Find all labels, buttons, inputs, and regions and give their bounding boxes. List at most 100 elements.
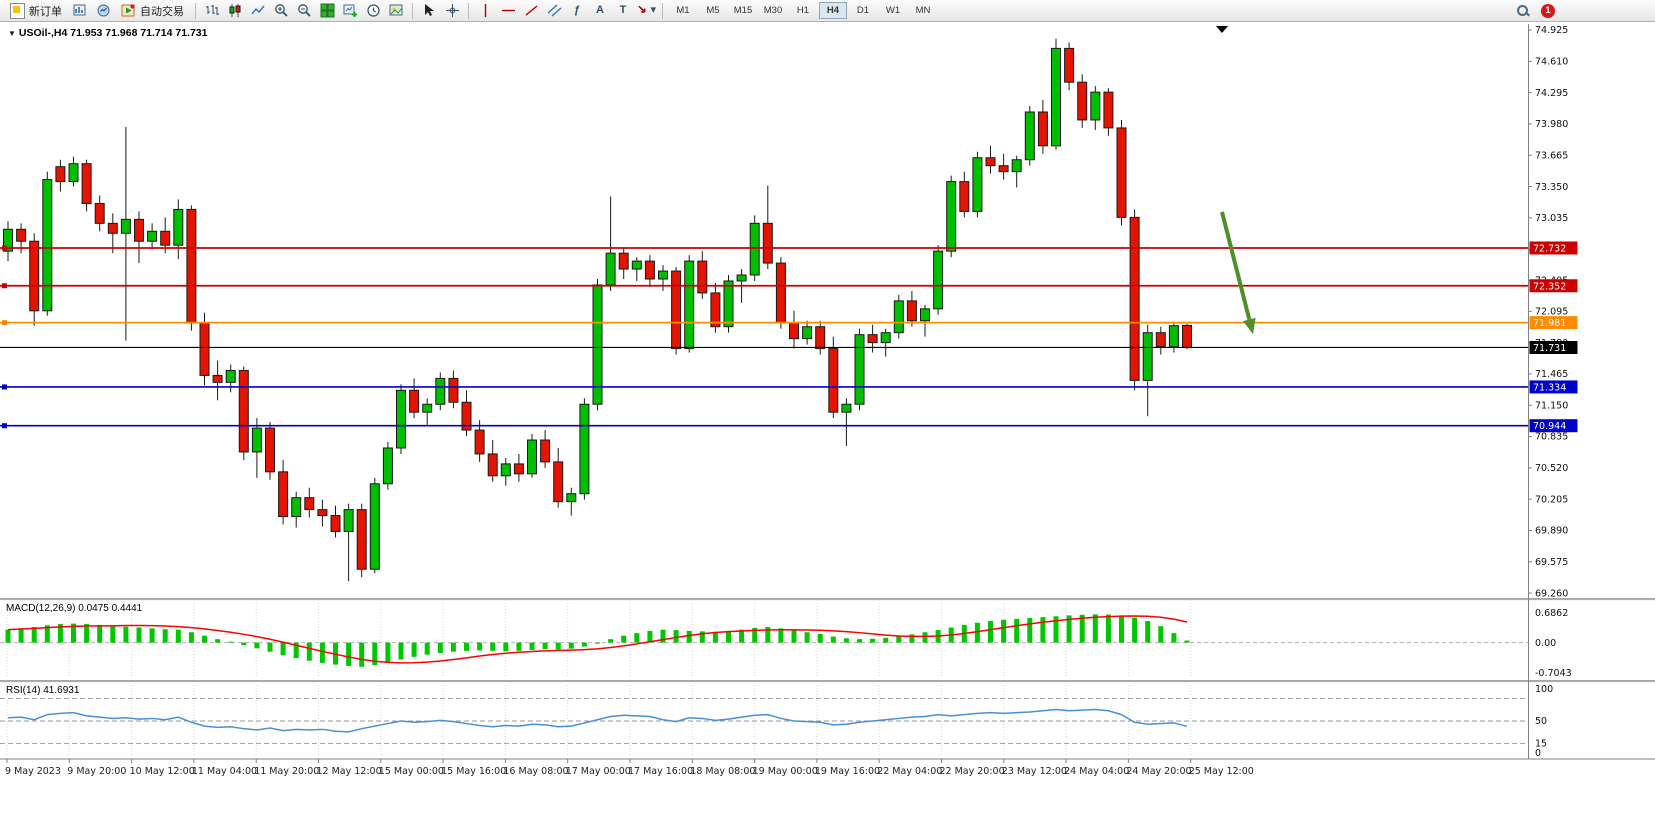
horizontal-line-tool-button[interactable] <box>497 1 519 20</box>
candle <box>16 228 27 242</box>
time-tick-label: 19 May 00:00 <box>753 766 818 777</box>
candle <box>920 308 930 322</box>
trendline-tool-button[interactable] <box>520 1 542 20</box>
macd-bar <box>123 626 129 643</box>
price-tick-label: 73.980 <box>1535 119 1568 130</box>
timeframe-button-mn[interactable]: MN <box>915 5 931 16</box>
macd-bar <box>1027 618 1033 643</box>
macd-bar <box>241 642 247 646</box>
timeframe-button-w1[interactable]: W1 <box>885 5 901 16</box>
new-chart-button[interactable] <box>339 1 361 20</box>
line-chart-type-icon <box>250 5 265 15</box>
price-scale[interactable]: 74.925 74.610 74.295 73.980 73.665 73.350 73.0… <box>1528 24 1578 759</box>
macd-bar <box>896 636 902 643</box>
line-handle[interactable] <box>2 423 7 429</box>
market-watch-button[interactable] <box>92 1 114 20</box>
search-button[interactable] <box>1512 1 1534 20</box>
rsi-indicator-label: RSI(14) 41.6931 <box>6 685 80 696</box>
timeframe-button-h4[interactable]: H4 <box>819 2 847 19</box>
candle <box>1182 324 1192 348</box>
macd-bar <box>5 629 11 643</box>
macd-bar <box>254 642 260 649</box>
macd-bar <box>712 631 718 643</box>
price-tick-label: 71.465 <box>1535 369 1568 380</box>
macd-bar <box>175 629 181 643</box>
line-handle[interactable] <box>2 245 7 251</box>
timeframe-button-d1[interactable]: D1 <box>856 5 870 16</box>
rsi-scale-label: 50 <box>1535 716 1547 727</box>
line-handle[interactable] <box>2 384 7 390</box>
time-tick-label: 24 May 20:00 <box>1126 766 1191 777</box>
candle <box>658 270 668 280</box>
chart-title-text: USOil-,H4 71.953 71.968 71.714 71.731 <box>18 27 208 39</box>
arrows-tool-button[interactable]: ▾ <box>635 1 657 20</box>
zoom-in-button[interactable] <box>270 1 292 20</box>
toolbar-separator <box>412 2 413 19</box>
chart-shift-marker[interactable] <box>1216 26 1228 33</box>
tile-windows-button[interactable] <box>316 1 338 20</box>
timeframe-button-m30[interactable]: M30 <box>763 5 783 16</box>
text-tool-button[interactable]: A <box>589 1 611 20</box>
timeframe-button-h1[interactable]: H1 <box>796 5 810 16</box>
candle <box>1155 332 1166 348</box>
candle <box>134 218 144 242</box>
line-handle[interactable] <box>2 320 7 326</box>
price-tick-label: 72.095 <box>1535 307 1568 318</box>
candlestick-type-button[interactable] <box>224 1 246 20</box>
timeframe-button-m15[interactable]: M15 <box>733 5 753 16</box>
candle <box>500 463 511 477</box>
new-order-button[interactable]: 新订单 <box>4 1 68 20</box>
candle <box>55 166 66 183</box>
macd-bar <box>857 639 862 643</box>
zoom-out-button[interactable] <box>293 1 315 20</box>
candle <box>684 260 695 350</box>
macd-bar <box>1119 615 1124 643</box>
cursor-tool-button[interactable] <box>418 1 440 20</box>
candle <box>461 401 472 431</box>
fibonacci-tool-button[interactable]: ƒ <box>566 1 588 20</box>
macd-bar <box>385 642 391 663</box>
candle <box>972 157 983 212</box>
trend-arrow-annotation[interactable] <box>1220 211 1252 320</box>
auto-trading-button[interactable]: 自动交易 <box>115 1 190 20</box>
candle <box>382 447 393 485</box>
timeframe-button-m5[interactable]: M5 <box>706 5 720 16</box>
price-badge-label: 72.352 <box>1533 281 1566 292</box>
new-order-label: 新订单 <box>29 5 62 18</box>
charts-window-button[interactable] <box>69 1 91 20</box>
tile-windows-icon <box>320 3 334 18</box>
line-handle[interactable] <box>2 283 7 289</box>
notification-badge[interactable]: 1 <box>1541 3 1555 18</box>
macd-bar <box>1053 616 1059 643</box>
macd-bar <box>1092 614 1098 643</box>
chart-canvas[interactable]: 74.925 74.610 74.295 73.980 73.665 73.350 73.0… <box>0 22 1655 828</box>
macd-scale-label: -0.7043 <box>1535 668 1572 679</box>
templates-button[interactable] <box>385 1 407 20</box>
macd-bar <box>778 628 784 643</box>
candle <box>946 181 957 252</box>
macd-bar <box>1145 621 1151 643</box>
symbol-dropdown-icon[interactable]: ▼ <box>8 29 16 38</box>
time-tick-label: 11 May 04:00 <box>192 766 257 777</box>
toolbar-separator <box>195 2 196 19</box>
price-tick-label: 74.610 <box>1535 57 1568 68</box>
macd-bar <box>136 627 142 643</box>
price-badge-label: 70.944 <box>1533 421 1566 432</box>
label-tool-button[interactable]: T <box>612 1 634 20</box>
trend-arrow-head[interactable] <box>1243 317 1256 334</box>
crosshair-tool-button[interactable] <box>441 1 463 20</box>
macd-bar <box>306 642 312 661</box>
candle <box>697 260 708 294</box>
candle <box>1037 111 1048 147</box>
macd-bar <box>57 624 63 643</box>
bar-chart-type-button[interactable] <box>201 1 223 20</box>
line-chart-type-button[interactable] <box>247 1 269 20</box>
vertical-line-tool-button[interactable] <box>474 1 496 20</box>
candle <box>1168 325 1179 348</box>
price-badge-70.944 <box>1529 419 1578 433</box>
timeframe-button-m1[interactable]: M1 <box>676 5 690 16</box>
channel-tool-button[interactable] <box>543 1 565 20</box>
auto-trading-label: 自动交易 <box>140 5 184 18</box>
period-clock-button[interactable] <box>362 1 384 20</box>
